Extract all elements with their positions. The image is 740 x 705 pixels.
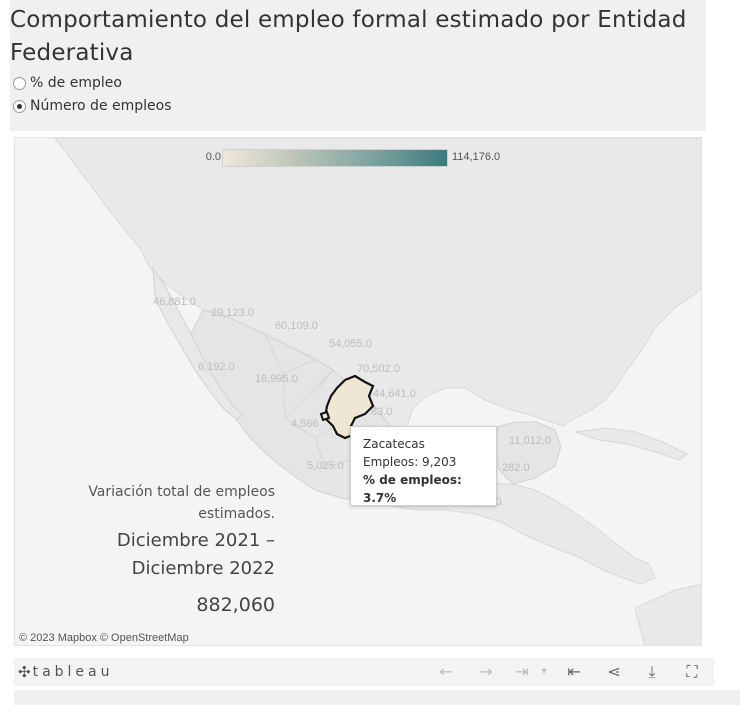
land-cuba — [574, 427, 688, 461]
map[interactable]: 0.0 114,176.0 46,881.0 29,123.0 60,109.0… — [14, 137, 702, 646]
option-percent-label: % de empleo — [30, 75, 122, 91]
summary-value: 882,060 — [196, 594, 275, 616]
region-label: 46,881.0 — [153, 296, 196, 308]
tooltip-pct: % de empleos: 3.7% — [363, 473, 462, 505]
legend-gradient — [222, 149, 448, 167]
region-label: 6,192.0 — [198, 361, 235, 373]
region-label: 29,123.0 — [211, 307, 254, 319]
map-tooltip: Zacatecas Empleos: 9,203 % de empleos: 3… — [350, 426, 497, 506]
map-attribution[interactable]: © 2023 Mapbox © OpenStreetMap — [19, 632, 189, 644]
option-percent[interactable]: % de empleo — [13, 73, 122, 93]
reset-icon[interactable]: ⇤ — [567, 662, 581, 681]
legend-min-label: 0.0 — [205, 151, 221, 163]
option-count[interactable]: Número de empleos — [13, 96, 172, 116]
download-icon[interactable]: ⤓ — [648, 662, 656, 681]
summary-period: Diciembre 2021 – Diciembre 2022 — [116, 530, 275, 579]
land-north-america — [54, 138, 701, 443]
region-label: 11,012.0 — [509, 435, 552, 447]
tableau-toolbar: ✣ tableau ← → ⇥ ▾ ⇤ ⋖ ⤓ ⛶ — [14, 658, 714, 686]
option-count-label: Número de empleos — [30, 98, 172, 114]
undo-icon[interactable]: ← — [439, 662, 453, 681]
region-label: 4,566 — [291, 418, 319, 430]
zacatecas-fragment — [319, 410, 331, 422]
tableau-brand: tableau — [32, 664, 114, 680]
legend-max-label: 114,176.0 — [452, 151, 501, 163]
radio-percent[interactable] — [13, 76, 26, 90]
region-label: 83.0 — [371, 406, 393, 418]
tooltip-state: Zacatecas — [363, 437, 425, 451]
bottom-strip — [14, 690, 740, 705]
region-label: 5,025.0 — [307, 460, 344, 472]
radio-count[interactable] — [13, 99, 26, 113]
region-label: 54,055.0 — [329, 338, 372, 350]
region-label: 282.0 — [502, 462, 530, 474]
page-title: Comportamiento del empleo formal estimad… — [10, 7, 687, 66]
dropdown-icon[interactable]: ▾ — [541, 666, 547, 677]
land-south-america — [634, 583, 701, 645]
revert-icon[interactable]: ⇥ — [515, 662, 529, 681]
region-label: 44,641.0 — [373, 388, 416, 400]
region-label: 60,109.0 — [275, 320, 318, 332]
tableau-logo-icon: ✣ — [18, 663, 31, 681]
header: Comportamiento del empleo formal estimad… — [10, 0, 706, 131]
region-label: 16,995.0 — [255, 373, 298, 385]
share-icon[interactable]: ⋖ — [607, 662, 621, 681]
tableau-logo[interactable]: ✣ tableau — [18, 663, 114, 681]
region-label: 70,502.0 — [357, 363, 400, 375]
color-legend: 0.0 114,176.0 — [15, 148, 701, 168]
state-borders — [264, 333, 378, 469]
land-baja — [152, 266, 244, 421]
summary-title: Variación total de empleos estimados. — [88, 484, 275, 522]
redo-icon[interactable]: → — [479, 662, 493, 681]
fullscreen-icon[interactable]: ⛶ — [686, 662, 698, 681]
tooltip-empleos: Empleos: 9,203 — [363, 455, 457, 469]
